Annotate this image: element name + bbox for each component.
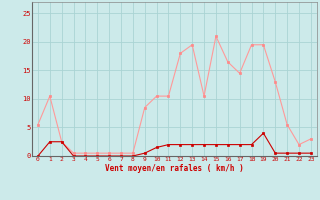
- X-axis label: Vent moyen/en rafales ( km/h ): Vent moyen/en rafales ( km/h ): [105, 164, 244, 173]
